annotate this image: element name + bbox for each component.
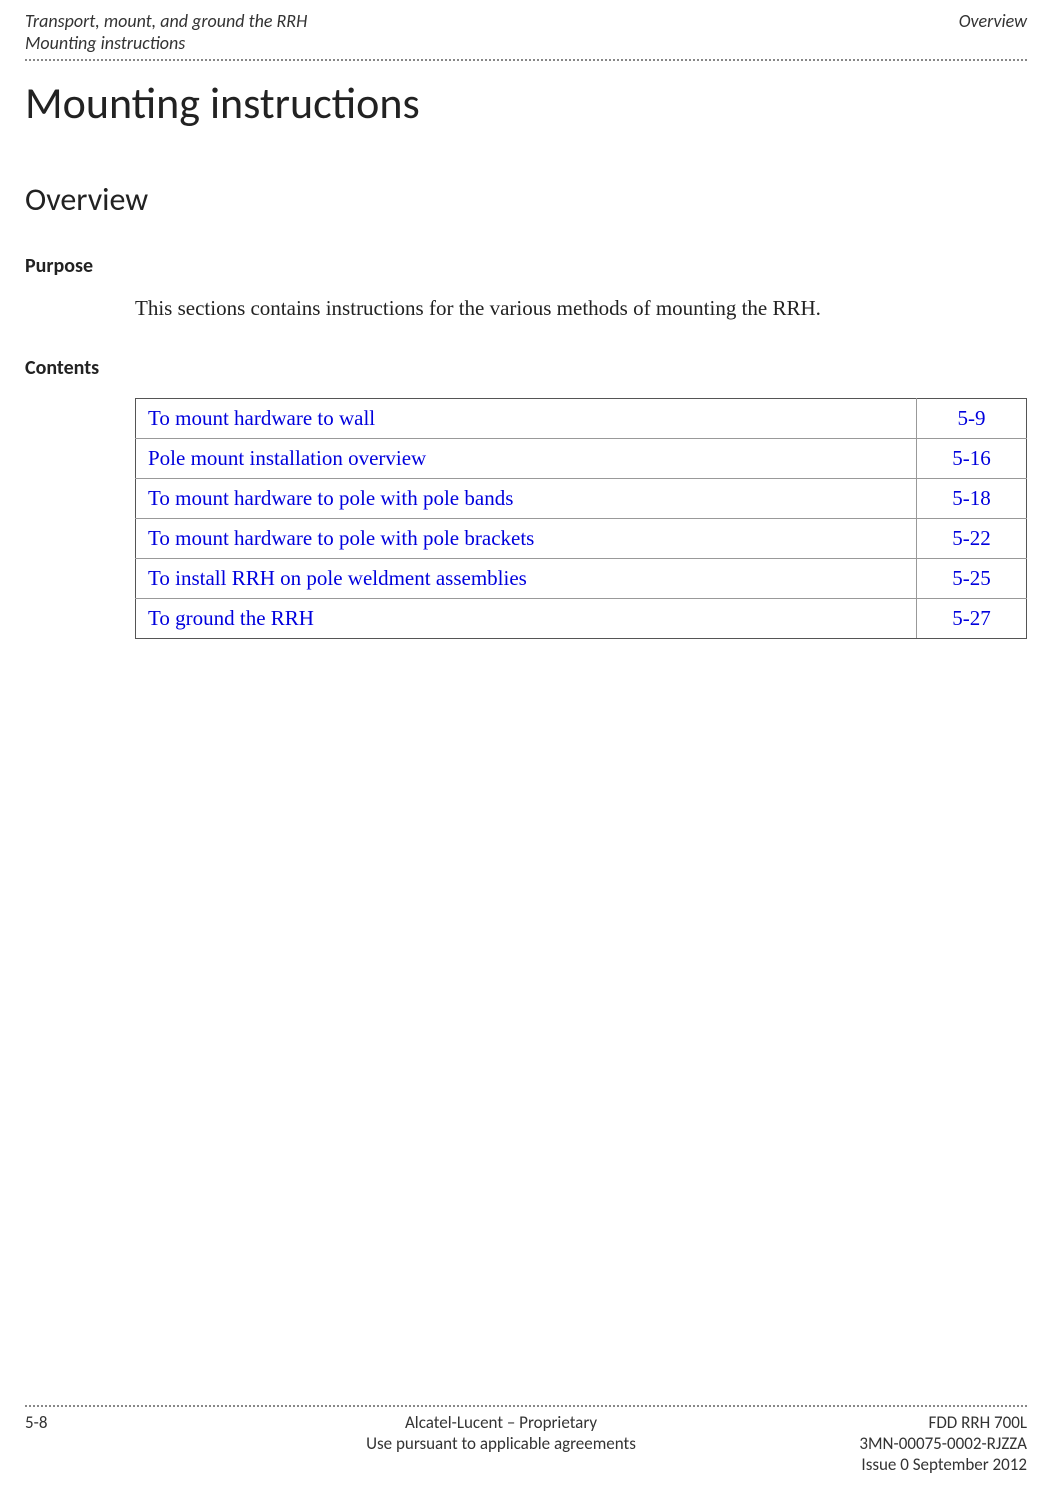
- contents-heading: Contents: [25, 356, 1027, 380]
- footer-right-line1: FDD RRH 700L: [777, 1412, 1027, 1433]
- table-row: To ground the RRH 5-27: [136, 599, 1027, 639]
- table-row: To mount hardware to pole with pole brac…: [136, 519, 1027, 559]
- contents-table: To mount hardware to wall 5-9 Pole mount…: [135, 398, 1027, 639]
- header-left: Transport, mount, and ground the RRH Mou…: [25, 10, 307, 54]
- header-rule: [25, 59, 1027, 61]
- toc-page[interactable]: 5-16: [917, 439, 1027, 479]
- table-row: Pole mount installation overview 5-16: [136, 439, 1027, 479]
- footer-center-line1: Alcatel-Lucent – Proprietary: [225, 1412, 777, 1433]
- table-row: To mount hardware to pole with pole band…: [136, 479, 1027, 519]
- footer-center-line2: Use pursuant to applicable agreements: [225, 1433, 777, 1454]
- header-right: Overview: [959, 10, 1027, 54]
- toc-link[interactable]: To mount hardware to wall: [136, 399, 917, 439]
- footer-center: Alcatel-Lucent – Proprietary Use pursuan…: [225, 1412, 777, 1475]
- page-header: Transport, mount, and ground the RRH Mou…: [25, 0, 1027, 54]
- toc-page[interactable]: 5-22: [917, 519, 1027, 559]
- footer-page-number: 5-8: [25, 1412, 225, 1475]
- header-left-line1: Transport, mount, and ground the RRH: [25, 10, 307, 32]
- purpose-text: This sections contains instructions for …: [135, 296, 1027, 321]
- page-title: Mounting instructions: [25, 76, 1027, 130]
- toc-link[interactable]: To ground the RRH: [136, 599, 917, 639]
- footer-right-line2: 3MN-00075-0002-RJZZA: [777, 1433, 1027, 1454]
- toc-link[interactable]: Pole mount installation overview: [136, 439, 917, 479]
- footer-right: FDD RRH 700L 3MN-00075-0002-RJZZA Issue …: [777, 1412, 1027, 1475]
- toc-page[interactable]: 5-27: [917, 599, 1027, 639]
- toc-page[interactable]: 5-9: [917, 399, 1027, 439]
- toc-link[interactable]: To install RRH on pole weldment assembli…: [136, 559, 917, 599]
- toc-page[interactable]: 5-25: [917, 559, 1027, 599]
- overview-heading: Overview: [25, 180, 1027, 219]
- header-left-line2: Mounting instructions: [25, 32, 307, 54]
- table-row: To install RRH on pole weldment assembli…: [136, 559, 1027, 599]
- toc-page[interactable]: 5-18: [917, 479, 1027, 519]
- toc-link[interactable]: To mount hardware to pole with pole brac…: [136, 519, 917, 559]
- footer-right-line3: Issue 0 September 2012: [777, 1454, 1027, 1475]
- toc-link[interactable]: To mount hardware to pole with pole band…: [136, 479, 917, 519]
- footer-rule: [25, 1405, 1027, 1407]
- purpose-heading: Purpose: [25, 254, 1027, 278]
- table-row: To mount hardware to wall 5-9: [136, 399, 1027, 439]
- page-footer: 5-8 Alcatel-Lucent – Proprietary Use pur…: [25, 1405, 1027, 1475]
- header-right-line1: Overview: [959, 10, 1027, 32]
- footer-row: 5-8 Alcatel-Lucent – Proprietary Use pur…: [25, 1412, 1027, 1475]
